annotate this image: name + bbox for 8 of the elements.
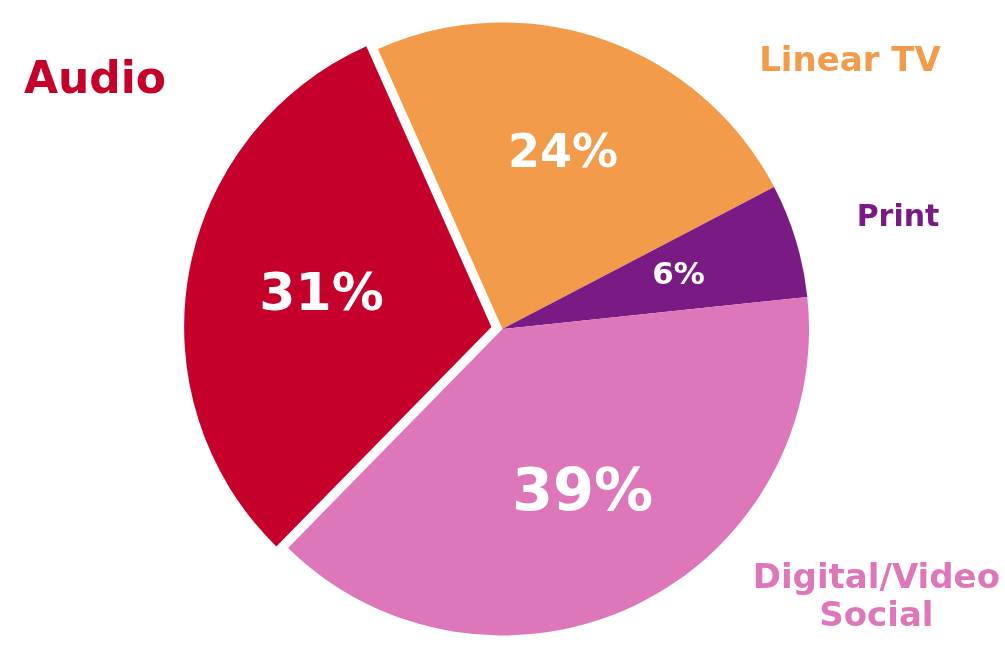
slice-label: Print — [856, 197, 940, 233]
slice-label: Linear TV — [759, 38, 942, 79]
data-label: 24% — [507, 124, 619, 179]
data-label: 39% — [511, 454, 654, 524]
data-label: 6% — [652, 254, 705, 291]
slice-label: Audio — [23, 52, 167, 104]
data-label: 31% — [259, 261, 384, 322]
slice-label: Digital/Video Social — [752, 556, 1000, 634]
